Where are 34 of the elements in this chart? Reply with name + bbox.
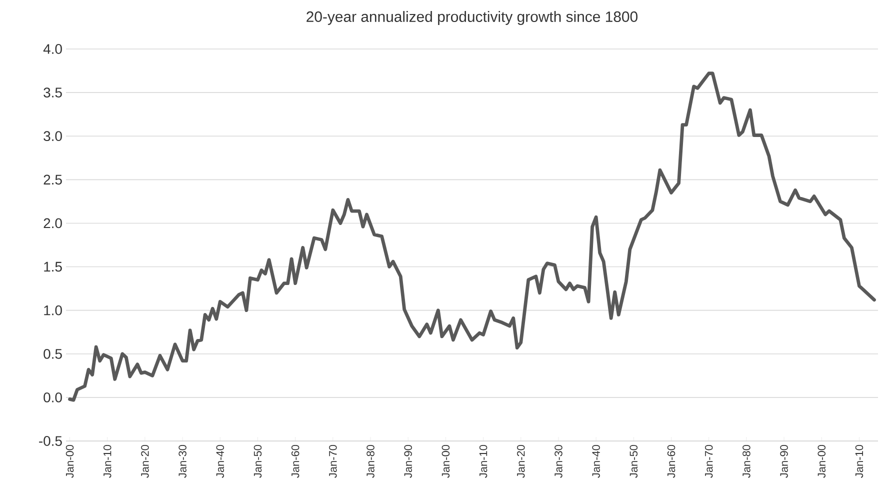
x-tick-label: Jan-30 [554, 444, 562, 478]
x-tick-label: Jan-50 [630, 444, 638, 478]
x-tick-label: Jan-70 [329, 444, 337, 478]
x-tick-label: Jan-30 [178, 444, 186, 478]
y-tick-label: 1.0 [44, 305, 62, 316]
x-tick-label: Jan-40 [216, 444, 224, 478]
x-tick-label: Jan-60 [291, 444, 300, 478]
x-tick-label: Jan-10 [855, 444, 864, 478]
y-tick-label: 2.0 [44, 218, 62, 228]
y-tick-label: 3.5 [44, 88, 62, 98]
x-tick-label: Jan-70 [704, 444, 713, 478]
y-tick-label: 0.5 [44, 348, 62, 359]
x-tick-label: Jan-00 [442, 444, 450, 478]
x-tick-label: Jan-60 [667, 444, 676, 478]
y-tick-label: -0.5 [39, 436, 62, 446]
line-series [68, 72, 876, 402]
x-tick-label: Jan-20 [517, 444, 525, 478]
y-tick-label: 4.0 [43, 44, 62, 54]
y-tick-label: 1.5 [44, 262, 62, 272]
chart-title: 20-year annualized productivity growth since 1800 [306, 11, 638, 25]
x-tick-label: Jan-40 [592, 444, 600, 478]
y-tick-label: 3.0 [44, 131, 62, 142]
x-tick-label: Jan-90 [780, 444, 788, 478]
x-tick-label: Jan-80 [742, 444, 750, 478]
x-tick-label: Jan-90 [404, 444, 412, 478]
x-tick-label: Jan-00 [66, 444, 74, 478]
y-tick-label: 0.0 [44, 392, 62, 402]
x-tick-label: Jan-10 [103, 444, 112, 478]
x-tick-label: Jan-20 [141, 444, 149, 478]
y-tick-label: 2.5 [44, 174, 62, 185]
x-tick-label: Jan-80 [366, 444, 374, 478]
x-tick-label: Jan-00 [818, 444, 826, 478]
x-tick-label: Jan-50 [254, 444, 262, 478]
x-tick-label: Jan-10 [479, 444, 488, 478]
